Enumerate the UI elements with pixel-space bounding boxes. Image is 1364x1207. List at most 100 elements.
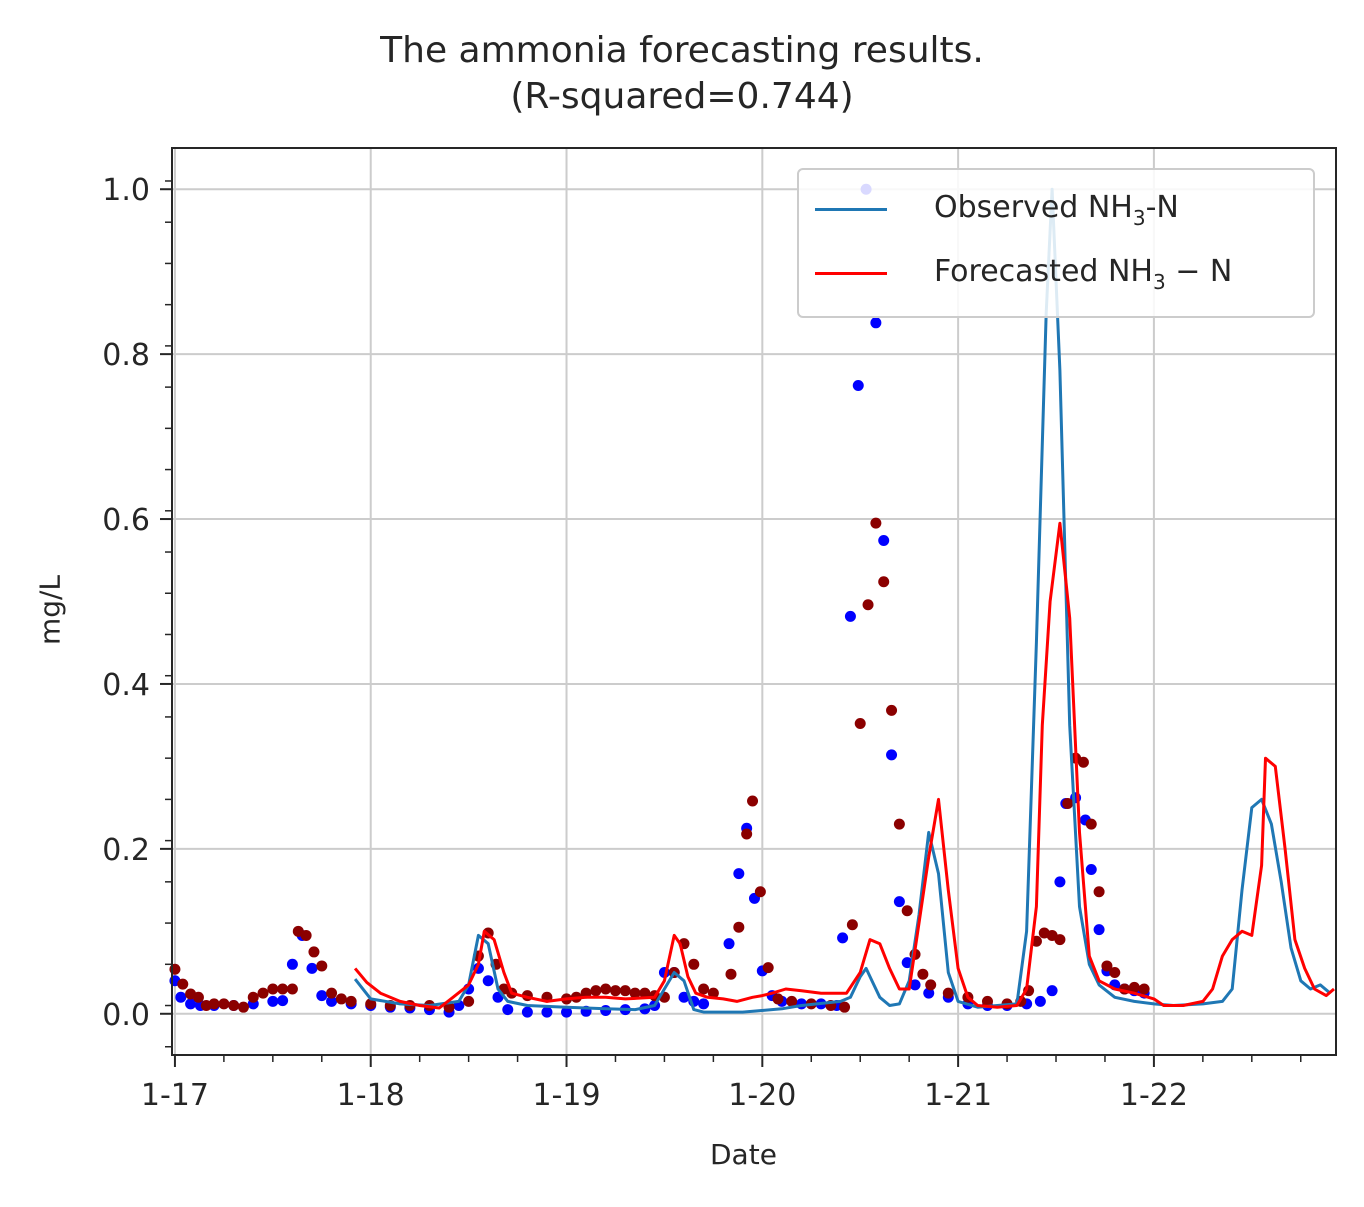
x-axis-label: Date [710, 1138, 777, 1171]
legend-label-observed: Observed NH3-N [934, 190, 1179, 230]
data-point [741, 828, 753, 840]
y-tick-label: 1.0 [102, 173, 150, 208]
data-point [208, 998, 220, 1010]
data-point [300, 929, 312, 941]
data-point [1077, 756, 1089, 768]
data-point [878, 576, 890, 588]
data-point [707, 987, 719, 999]
y-tick-label: 0.6 [102, 503, 150, 538]
data-point [839, 1001, 851, 1013]
data-point [600, 1004, 612, 1016]
data-point [177, 978, 189, 990]
y-tick-label: 0.2 [102, 833, 150, 868]
y-tick-label: 0.8 [102, 338, 150, 373]
legend-label-forecasted: Forecasted NH3 − N [934, 254, 1233, 294]
axis-ticks: 1-17 1-18 1-19 1-20 1-21 1-22 0.0 0.2 0.4 0.6 0.8 1… [102, 173, 1302, 1113]
data-point [365, 998, 377, 1010]
data-point [502, 1004, 514, 1016]
data-point [326, 995, 338, 1007]
data-point [308, 946, 320, 958]
data-point [1093, 886, 1105, 898]
data-point [277, 995, 289, 1007]
data-point [482, 975, 494, 987]
x-tick-label: 1-22 [1120, 1078, 1188, 1113]
data-point [639, 987, 651, 999]
data-point [893, 896, 905, 908]
data-point [747, 795, 759, 807]
data-point [345, 995, 357, 1007]
data-point [247, 991, 259, 1003]
data-point [733, 921, 745, 933]
data-point [1093, 924, 1105, 936]
data-point [306, 962, 318, 974]
data-point [1138, 983, 1150, 995]
data-point [521, 1006, 533, 1018]
data-point [277, 983, 289, 995]
data-point [886, 749, 898, 761]
data-point [852, 379, 864, 391]
axes-frame [171, 147, 1337, 1056]
data-point [286, 983, 298, 995]
series-line [353, 187, 1332, 1014]
title-line-1: The ammonia forecasting results. [380, 30, 984, 71]
data-point [267, 983, 279, 995]
data-point [1062, 798, 1074, 810]
x-tick-label: 1-19 [532, 1078, 600, 1113]
data-point [286, 958, 298, 970]
legend-item-observed: Observed NH3-N [799, 188, 1313, 232]
data-point [886, 704, 898, 716]
data-point [754, 886, 766, 898]
data-point [316, 960, 328, 972]
data-point [561, 1006, 573, 1018]
x-tick-label: 1-20 [728, 1078, 796, 1113]
data-point [1034, 995, 1046, 1007]
data-point [1128, 981, 1140, 993]
data-point [335, 993, 347, 1005]
data-point [942, 987, 954, 999]
data-point [917, 968, 929, 980]
x-tick-label: 1-18 [337, 1078, 405, 1113]
data-point [846, 919, 858, 931]
y-tick-label: 0.0 [102, 998, 150, 1033]
data-point [1109, 967, 1121, 979]
data-point [218, 998, 230, 1010]
data-point [854, 718, 866, 730]
data-point [698, 998, 710, 1010]
data-point [267, 995, 279, 1007]
data-point [893, 818, 905, 830]
data-point [772, 993, 784, 1005]
title-line-2: (R-squared=0.744) [510, 76, 854, 117]
legend-swatch-forecasted [815, 272, 887, 275]
data-point [257, 987, 269, 999]
data-point [590, 985, 602, 997]
data-point [901, 905, 913, 917]
data-point [698, 983, 710, 995]
data-point [909, 979, 921, 991]
data-point [619, 985, 631, 997]
data-point [541, 1006, 553, 1018]
data-point [762, 962, 774, 974]
data-point [1085, 863, 1097, 875]
data-point [316, 990, 328, 1002]
data-point [725, 968, 737, 980]
data-point [862, 599, 874, 611]
legend-swatch-observed [815, 208, 887, 211]
data-point [1046, 985, 1058, 997]
data-point [923, 987, 935, 999]
data-point [192, 991, 204, 1003]
data-point [463, 995, 475, 1007]
data-point [1054, 934, 1066, 946]
data-point [837, 932, 849, 944]
data-point [925, 979, 937, 991]
data-point [609, 985, 621, 997]
y-tick-label: 0.4 [102, 668, 150, 703]
data-point [185, 998, 197, 1010]
data-point [870, 317, 882, 329]
data-point [175, 991, 187, 1003]
data-point [600, 983, 612, 995]
data-point [1085, 818, 1097, 830]
data-point [629, 987, 641, 999]
legend-item-forecasted: Forecasted NH3 − N [799, 252, 1313, 296]
data-point [326, 987, 338, 999]
series-line [353, 521, 1335, 1010]
